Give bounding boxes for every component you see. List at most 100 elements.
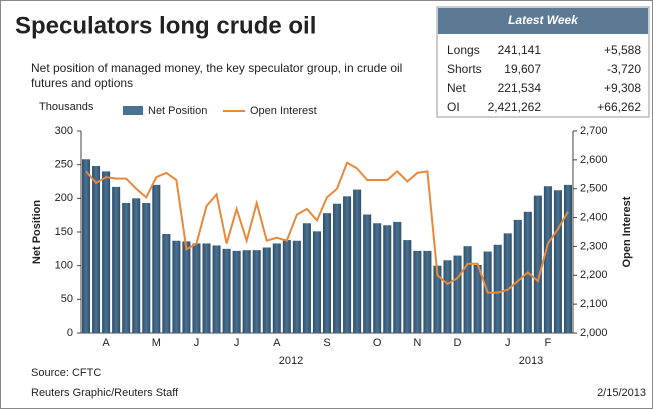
legend-label: Open Interest bbox=[250, 105, 317, 117]
bar bbox=[212, 245, 221, 333]
y2-tick-label: 2,000 bbox=[580, 327, 608, 339]
bar bbox=[112, 186, 121, 333]
bar bbox=[423, 250, 432, 333]
table-header bbox=[438, 8, 648, 34]
table-label: Longs bbox=[447, 43, 480, 57]
bar bbox=[463, 246, 472, 333]
x-tick-label: M bbox=[152, 337, 161, 349]
y2-tick-label: 2,200 bbox=[580, 269, 608, 281]
x-tick-label: F bbox=[545, 337, 552, 349]
chart-title: Speculators long crude oil bbox=[15, 12, 316, 39]
bar bbox=[232, 250, 241, 333]
legend-swatch bbox=[123, 106, 143, 115]
bar bbox=[563, 184, 572, 333]
y2-tick-label: 2,700 bbox=[580, 125, 608, 137]
table-value: 241,141 bbox=[498, 43, 542, 57]
bar bbox=[82, 159, 91, 333]
x-tick-label: J bbox=[234, 337, 240, 349]
bar bbox=[543, 186, 552, 333]
bar bbox=[222, 248, 231, 333]
table-value: 221,534 bbox=[498, 81, 542, 95]
y2-tick-label: 2,400 bbox=[580, 211, 608, 223]
y2-tick-label: 2,100 bbox=[580, 298, 608, 310]
y-tick-label: 150 bbox=[55, 226, 73, 238]
y-tick-label: 50 bbox=[61, 293, 73, 305]
bar bbox=[373, 223, 382, 333]
table-label: OI bbox=[447, 100, 460, 114]
bar bbox=[473, 264, 482, 333]
bar bbox=[252, 250, 261, 333]
bar bbox=[192, 243, 201, 333]
y2-tick-label: 2,600 bbox=[580, 154, 608, 166]
year-label: 2012 bbox=[279, 355, 303, 367]
credit: Reuters Graphic/Reuters Staff bbox=[31, 387, 179, 399]
bar bbox=[262, 247, 271, 333]
x-tick-label: A bbox=[273, 337, 281, 349]
x-tick-label: A bbox=[102, 337, 110, 349]
bar bbox=[102, 171, 111, 333]
source: Source: CFTC bbox=[31, 367, 101, 379]
x-tick-label: S bbox=[323, 337, 330, 349]
bar bbox=[312, 231, 321, 333]
y2-tick-label: 2,300 bbox=[580, 240, 608, 252]
bar bbox=[162, 234, 171, 333]
table-change: +66,262 bbox=[597, 100, 641, 114]
date: 2/15/2013 bbox=[597, 387, 646, 399]
bar bbox=[383, 225, 392, 333]
bar bbox=[493, 244, 502, 333]
bar bbox=[453, 255, 462, 333]
bar bbox=[353, 189, 362, 333]
y-tick-label: 300 bbox=[55, 125, 73, 137]
bar bbox=[152, 184, 161, 333]
bar bbox=[322, 213, 332, 333]
bar bbox=[393, 221, 402, 333]
bar bbox=[333, 203, 342, 333]
x-tick-label: J bbox=[194, 337, 200, 349]
subtitle: Net position of managed money, the key s… bbox=[31, 61, 403, 90]
bar bbox=[343, 196, 352, 333]
y-axis-label: Net Position bbox=[31, 200, 43, 264]
unit-label: Thousands bbox=[39, 101, 94, 113]
y-tick-label: 250 bbox=[55, 159, 73, 171]
x-tick-label: O bbox=[373, 337, 382, 349]
bar bbox=[363, 214, 372, 333]
bar bbox=[282, 240, 291, 333]
x-tick-label: N bbox=[413, 337, 421, 349]
bar bbox=[142, 203, 151, 333]
y2-axis-label: Open Interest bbox=[621, 196, 633, 267]
bar bbox=[132, 198, 141, 333]
table-title: Latest Week bbox=[508, 13, 579, 27]
bar bbox=[503, 233, 512, 333]
bar bbox=[403, 240, 412, 333]
bar bbox=[533, 195, 542, 333]
table-change: -3,720 bbox=[607, 62, 641, 76]
bar bbox=[553, 190, 562, 333]
x-tick-label: J bbox=[505, 337, 511, 349]
legend-label: Net Position bbox=[148, 105, 207, 117]
bar bbox=[182, 241, 191, 333]
table-value: 19,607 bbox=[504, 62, 541, 76]
bar bbox=[202, 243, 211, 333]
bar bbox=[242, 250, 251, 333]
x-tick-label: D bbox=[454, 337, 462, 349]
bar bbox=[433, 265, 442, 333]
y2-tick-label: 2,500 bbox=[580, 183, 608, 195]
bar bbox=[172, 240, 181, 333]
table-change: +9,308 bbox=[604, 81, 641, 95]
bar bbox=[413, 250, 422, 333]
year-label: 2013 bbox=[519, 355, 543, 367]
bar bbox=[122, 203, 131, 333]
y-tick-label: 100 bbox=[55, 260, 73, 272]
bar bbox=[92, 166, 101, 333]
y-tick-label: 0 bbox=[67, 327, 73, 339]
line bbox=[85, 161, 569, 294]
table-label: Net bbox=[447, 81, 466, 95]
bar bbox=[302, 223, 311, 333]
y-tick-label: 200 bbox=[55, 192, 73, 204]
bar bbox=[272, 243, 281, 333]
bar bbox=[443, 260, 452, 333]
table-label: Shorts bbox=[447, 62, 482, 76]
bar bbox=[292, 240, 301, 333]
table-change: +5,588 bbox=[604, 43, 641, 57]
